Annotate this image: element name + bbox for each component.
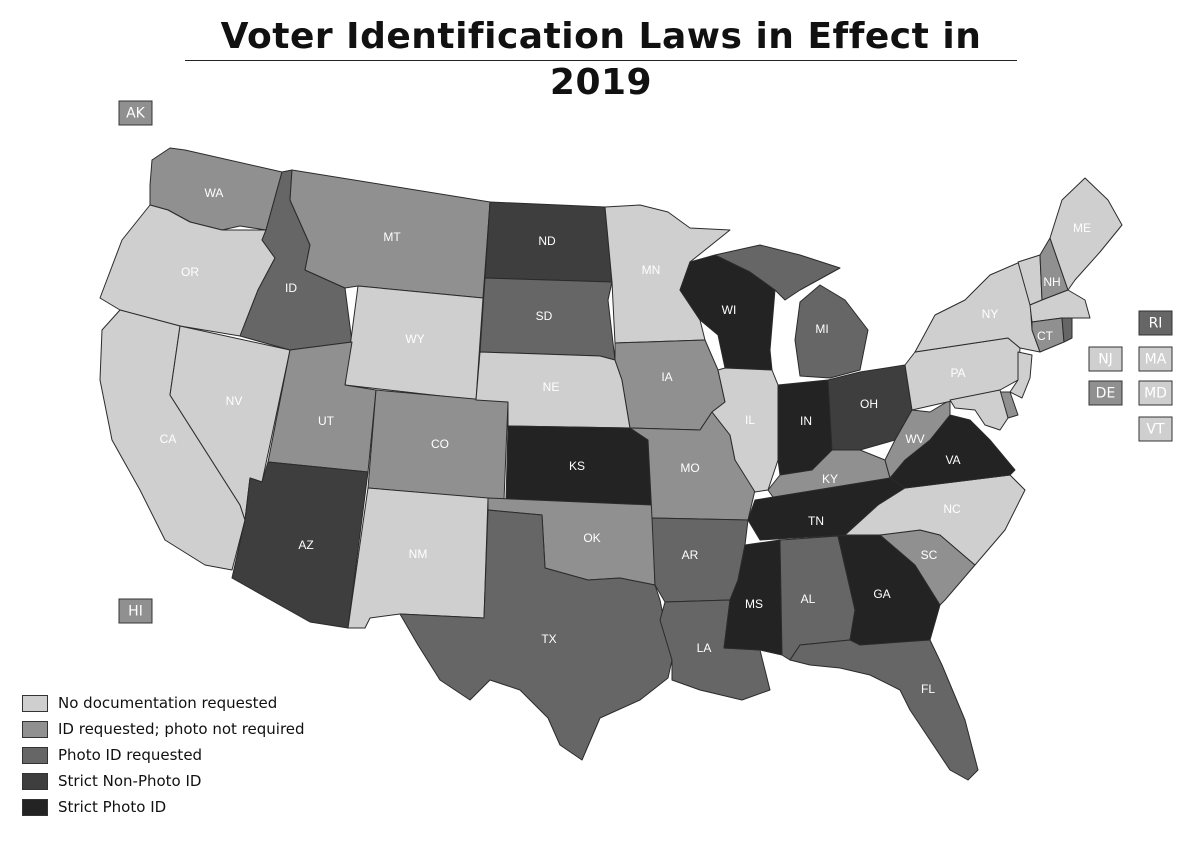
label-OR: OR (181, 265, 199, 279)
state-box-MA[interactable]: MA (1138, 346, 1173, 372)
state-box-HI[interactable]: HI (118, 598, 153, 624)
state-box-rect-VT (1138, 416, 1173, 442)
state-box-label-VT: VT (1146, 422, 1165, 438)
label-KS: KS (569, 459, 585, 473)
legend-label-strict-non-photo: Strict Non-Photo ID (58, 772, 202, 790)
state-MI[interactable] (714, 244, 869, 379)
legend-swatch-id (22, 720, 48, 738)
label-UT: UT (318, 414, 335, 428)
label-OK: OK (583, 531, 600, 545)
label-WI: WI (722, 303, 737, 317)
label-PA: PA (950, 366, 965, 380)
state-box-rect-RI (1138, 310, 1173, 336)
state-TX[interactable] (399, 509, 673, 761)
label-GA: GA (873, 587, 890, 601)
label-NE: NE (543, 380, 560, 394)
state-ME[interactable] (1049, 177, 1123, 291)
label-AR: AR (682, 548, 699, 562)
label-ID: ID (285, 281, 297, 295)
label-FL: FL (921, 682, 935, 696)
label-SD: SD (536, 309, 553, 323)
label-IA: IA (661, 370, 672, 384)
legend-swatch-none (22, 694, 48, 712)
state-box-rect-MA (1138, 346, 1173, 372)
label-WA: WA (205, 186, 224, 200)
state-box-VT[interactable]: VT (1138, 416, 1173, 442)
state-CT[interactable] (1031, 317, 1065, 353)
state-box-DE[interactable]: DE (1088, 380, 1123, 406)
legend-swatch-strict-non-photo (22, 772, 48, 790)
legend-item-none: No documentation requested (22, 690, 305, 716)
label-WV: WV (905, 432, 924, 446)
label-NH: NH (1043, 275, 1060, 289)
label-TN: TN (808, 514, 824, 528)
label-SC: SC (921, 548, 938, 562)
state-box-rect-DE (1088, 380, 1123, 406)
label-NV: NV (226, 394, 243, 408)
label-KY: KY (822, 472, 838, 486)
label-CT: CT (1037, 329, 1054, 343)
label-OH: OH (860, 397, 878, 411)
label-NC: NC (943, 502, 961, 516)
label-VA: VA (945, 453, 960, 467)
state-AR[interactable] (651, 517, 749, 603)
label-LA: LA (697, 641, 712, 655)
state-box-label-AK: AK (126, 106, 146, 122)
state-box-AK[interactable]: AK (118, 100, 153, 126)
state-box-label-MA: MA (1145, 352, 1167, 368)
label-AL: AL (801, 592, 816, 606)
state-box-MD[interactable]: MD (1138, 380, 1173, 406)
legend: No documentation requested ID requested;… (22, 690, 305, 820)
state-box-label-DE: DE (1096, 386, 1116, 402)
legend-label-photo: Photo ID requested (58, 746, 203, 764)
state-box-RI[interactable]: RI (1138, 310, 1173, 336)
state-NJ[interactable] (1009, 351, 1033, 399)
legend-label-strict-photo: Strict Photo ID (58, 798, 167, 816)
legend-swatch-photo (22, 746, 48, 764)
map-title: Voter Identification Laws in Effect in 2… (220, 16, 982, 103)
label-TX: TX (541, 632, 556, 646)
state-MD[interactable] (949, 389, 1009, 431)
state-box-label-RI: RI (1149, 316, 1163, 332)
legend-swatch-strict-photo (22, 798, 48, 816)
state-RI[interactable] (1061, 317, 1073, 343)
legend-item-strict-non-photo: Strict Non-Photo ID (22, 768, 305, 794)
label-ME: ME (1073, 221, 1091, 235)
label-MT: MT (383, 230, 401, 244)
state-AZ[interactable] (231, 461, 369, 629)
legend-item-photo: Photo ID requested (22, 742, 305, 768)
title-underline (185, 60, 1017, 61)
legend-label-id: ID requested; photo not required (58, 720, 305, 738)
state-box-label-NJ: NJ (1098, 352, 1113, 368)
label-IL: IL (745, 413, 755, 427)
state-box-label-MD: MD (1144, 386, 1167, 402)
label-IN: IN (800, 414, 812, 428)
legend-item-strict-photo: Strict Photo ID (22, 794, 305, 820)
label-MI: MI (815, 322, 828, 336)
legend-label-none: No documentation requested (58, 694, 278, 712)
label-CA: CA (160, 432, 177, 446)
state-box-rect-MD (1138, 380, 1173, 406)
state-box-rect-HI (118, 598, 153, 624)
label-WY: WY (405, 332, 424, 346)
label-MS: MS (745, 597, 763, 611)
state-box-NJ[interactable]: NJ (1088, 346, 1123, 372)
label-NY: NY (982, 307, 999, 321)
label-AZ: AZ (298, 538, 313, 552)
state-WV[interactable] (884, 399, 951, 479)
state-FL[interactable] (789, 639, 979, 781)
label-NM: NM (409, 547, 428, 561)
state-IL[interactable] (711, 367, 779, 493)
state-box-rect-AK (118, 100, 153, 126)
label-CO: CO (431, 437, 449, 451)
label-ND: ND (538, 234, 556, 248)
legend-item-id: ID requested; photo not required (22, 716, 305, 742)
label-MO: MO (680, 461, 699, 475)
state-box-rect-NJ (1088, 346, 1123, 372)
label-MN: MN (642, 263, 661, 277)
state-box-label-HI: HI (128, 604, 143, 620)
